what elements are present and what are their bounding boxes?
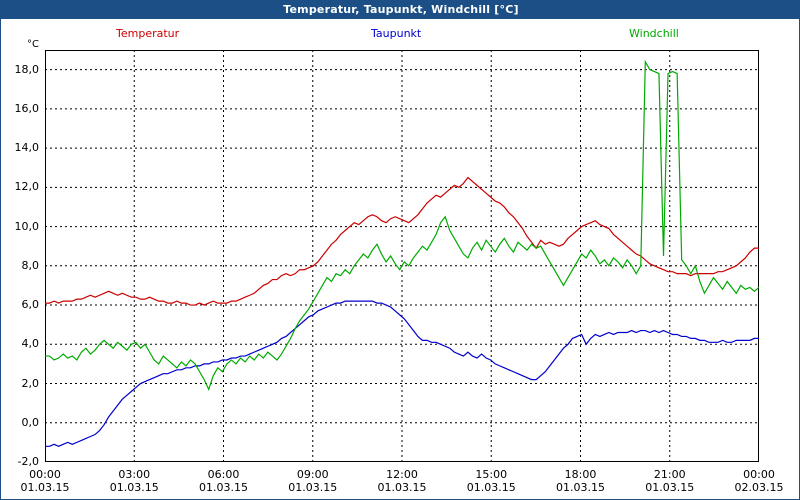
- x-tick-label: 12:00 01.03.15: [377, 468, 427, 494]
- x-tick-label: 15:00 01.03.15: [466, 468, 516, 494]
- plot-area: [45, 50, 759, 462]
- y-tick-label: 16,0: [14, 101, 40, 115]
- y-tick-label: 10,0: [14, 219, 40, 233]
- x-tick-label: 00:00 02.03.15: [734, 468, 784, 494]
- x-tick-label: 03:00 01.03.15: [109, 468, 159, 494]
- series-lines: [45, 59, 759, 447]
- legend-item-temperatur: Temperatur: [116, 27, 180, 40]
- series-taupunkt: [45, 300, 759, 447]
- y-tick-label: -2,0: [17, 455, 39, 468]
- window-title: Temperatur, Taupunkt, Windchill [°C]: [1, 1, 799, 19]
- y-tick-label: 8,0: [21, 258, 40, 272]
- x-tick-label: 06:00 01.03.15: [199, 468, 248, 494]
- y-axis-unit: °C: [27, 39, 39, 50]
- series-windchill: [45, 59, 759, 392]
- y-tick-label: 12,0: [14, 180, 40, 194]
- y-tick-label: 18,0: [14, 62, 40, 76]
- y-tick-label: 6,0: [21, 298, 40, 312]
- legend-item-windchill: Windchill: [629, 27, 679, 40]
- x-tick-label: 09:00 01.03.15: [288, 468, 338, 494]
- y-tick-label: 4,0: [21, 337, 40, 351]
- y-tick-label: 2,0: [21, 376, 40, 390]
- y-tick-label: 0,0: [21, 415, 40, 429]
- x-tick-label: 00:00 01.03.15: [20, 468, 70, 494]
- legend-item-taupunkt: Taupunkt: [371, 27, 422, 40]
- x-tick-label: 18:00 01.03.15: [556, 468, 605, 494]
- x-tick-label: 21:00 01.03.15: [645, 468, 695, 494]
- series-temperatur: [45, 176, 759, 306]
- y-tick-label: 14,0: [14, 141, 40, 155]
